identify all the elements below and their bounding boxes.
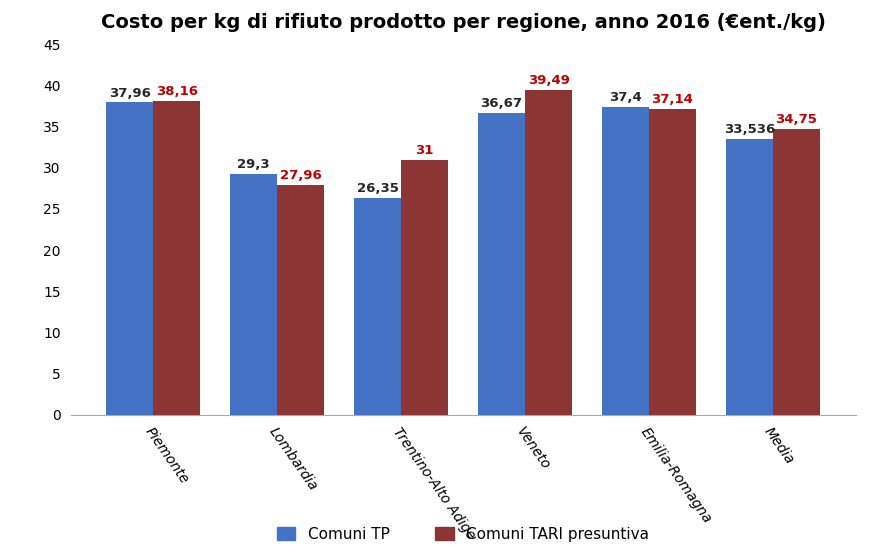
Text: 37,4: 37,4: [609, 91, 642, 105]
Legend: Comuni TP, Comuni TARI presuntiva: Comuni TP, Comuni TARI presuntiva: [271, 520, 655, 548]
Text: 39,49: 39,49: [527, 74, 570, 87]
Bar: [649, 109, 696, 415]
Bar: [602, 107, 649, 415]
Text: 33,536: 33,536: [723, 123, 775, 136]
Text: 37,14: 37,14: [652, 93, 693, 107]
Title: Costo per kg di rifiuto prodotto per regione, anno 2016 (€ent./kg): Costo per kg di rifiuto prodotto per reg…: [101, 13, 826, 32]
Bar: [401, 159, 448, 415]
Text: 37,96: 37,96: [108, 87, 151, 100]
Text: 31: 31: [415, 144, 434, 157]
Bar: [230, 174, 277, 415]
Text: 34,75: 34,75: [775, 113, 818, 126]
Text: 26,35: 26,35: [356, 182, 399, 195]
Bar: [773, 129, 820, 415]
Bar: [726, 139, 773, 415]
Bar: [153, 101, 200, 415]
Bar: [478, 113, 525, 415]
Text: 29,3: 29,3: [237, 158, 270, 171]
Bar: [525, 90, 572, 415]
Bar: [106, 102, 153, 415]
Text: 36,67: 36,67: [481, 97, 522, 111]
Bar: [277, 185, 325, 415]
Bar: [354, 198, 401, 415]
Text: 27,96: 27,96: [280, 169, 322, 182]
Text: 38,16: 38,16: [156, 85, 198, 98]
